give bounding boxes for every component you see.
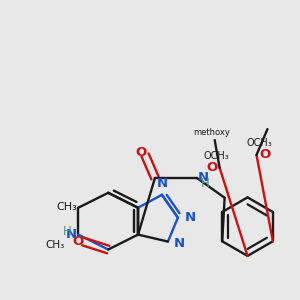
Text: O: O (72, 235, 84, 248)
Text: N: N (198, 171, 209, 184)
Text: N: N (184, 211, 196, 224)
Text: N: N (157, 177, 168, 190)
Text: OCH₃: OCH₃ (204, 151, 230, 161)
Text: O: O (206, 161, 217, 174)
Text: CH₃: CH₃ (56, 202, 77, 212)
Text: CH₃: CH₃ (46, 240, 65, 250)
Text: O: O (259, 148, 270, 161)
Text: H: H (63, 224, 71, 238)
Text: N: N (174, 238, 185, 250)
Text: O: O (135, 146, 146, 159)
Text: N: N (65, 227, 76, 241)
Text: OCH₃: OCH₃ (247, 138, 272, 148)
Text: H: H (201, 177, 210, 190)
Text: methoxy: methoxy (193, 128, 230, 137)
